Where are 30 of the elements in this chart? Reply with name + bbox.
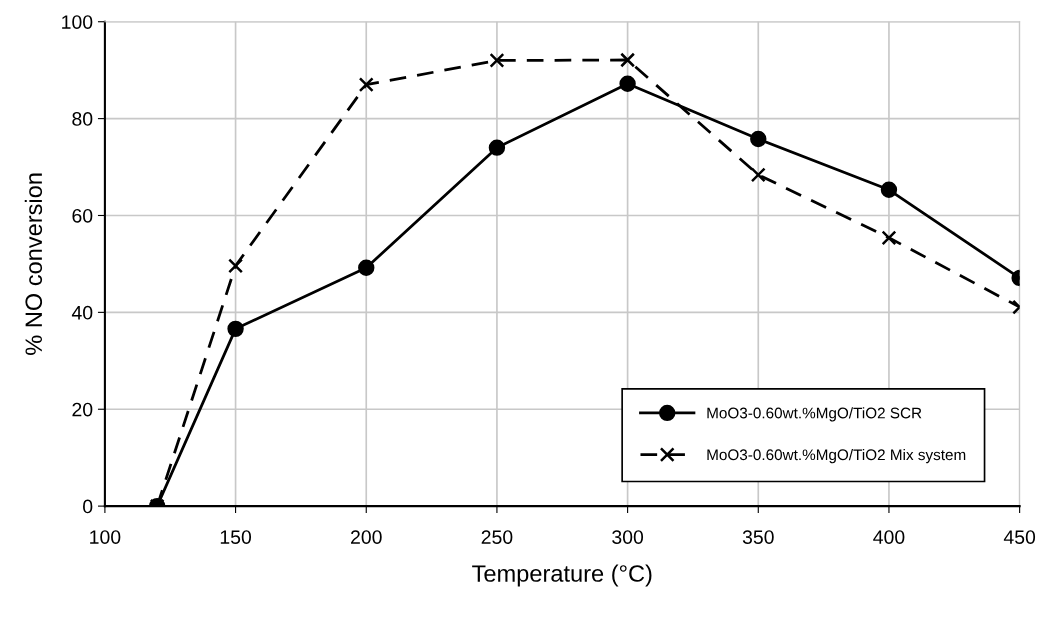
x-tick-label: 150 [220, 530, 252, 545]
y-axis-title: % NO conversion [24, 173, 43, 355]
legend-label: MoO3-0.60wt.%MgO/TiO2 SCR [707, 407, 922, 422]
x-tick-label: 450 [1003, 530, 1036, 545]
point [488, 139, 506, 156]
y-tick-label: 80 [72, 112, 93, 126]
point [619, 75, 636, 92]
x-tick-label: 300 [612, 530, 644, 545]
legend-label: MoO3-0.60wt.%MgO/TiO2 Mix system [707, 448, 966, 464]
point [620, 52, 636, 68]
point [750, 167, 766, 183]
x-tick-label: 350 [742, 530, 774, 545]
y-tick-label: 0 [83, 499, 93, 514]
x-tick-label: 100 [90, 530, 121, 545]
point [358, 77, 374, 93]
y-tick-label: 40 [71, 305, 93, 320]
point [358, 259, 375, 276]
x-axis-title: Temperature (°C) [472, 564, 652, 587]
point [750, 130, 767, 148]
y-tick-label: 60 [72, 208, 93, 223]
point [227, 320, 244, 338]
point [228, 258, 244, 274]
y-tick-label: 20 [72, 402, 93, 417]
x-tick-label: 200 [351, 530, 382, 545]
x-tick-label: 250 [481, 530, 513, 545]
point [880, 181, 898, 199]
x-tick-label: 400 [873, 530, 905, 545]
point [881, 230, 897, 246]
y-tick-label: 100 [62, 15, 93, 29]
point [489, 52, 505, 68]
